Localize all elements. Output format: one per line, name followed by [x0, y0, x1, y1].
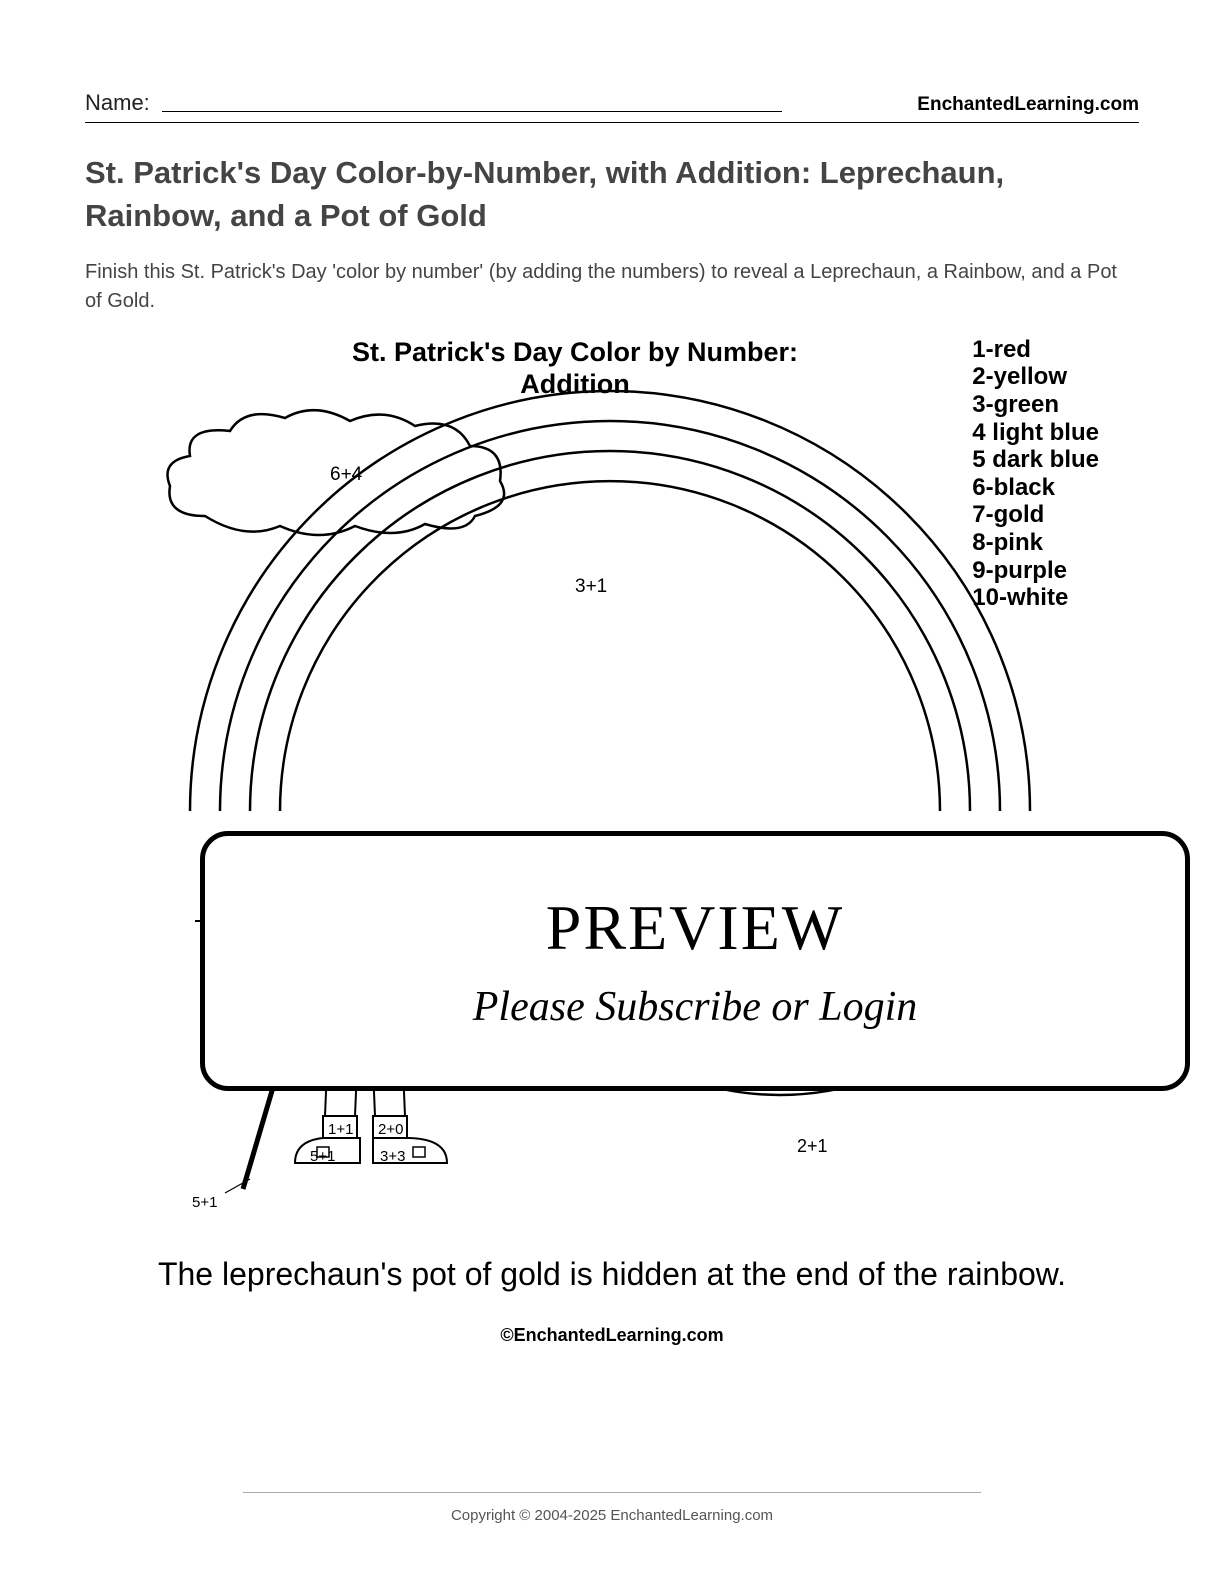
rainbow-shape — [160, 611, 1060, 811]
site-label: EnchantedLearning.com — [917, 94, 1139, 116]
preview-subtitle: Please Subscribe or Login — [473, 983, 917, 1031]
name-input-line[interactable] — [162, 111, 782, 112]
color-key-item: 8-pink — [972, 529, 1099, 557]
color-key-item: 2-yellow — [972, 363, 1099, 391]
color-key-item: 3-green — [972, 391, 1099, 419]
header-row: Name: EnchantedLearning.com — [85, 90, 1139, 116]
eq-label: 1+1 — [328, 1121, 353, 1138]
inline-copyright: ©EnchantedLearning.com — [85, 1325, 1139, 1346]
name-field: Name: — [85, 90, 782, 116]
worksheet-title: St. Patrick's Day Color by Number: Addit… — [295, 336, 855, 401]
color-key-item: 5 dark blue — [972, 446, 1099, 474]
eq-label: 5+1 — [192, 1194, 217, 1211]
sky-equation: 3+1 — [575, 576, 607, 598]
color-key-item: 9-purple — [972, 557, 1099, 585]
color-key-item: 1-red — [972, 336, 1099, 364]
eq-label: 2+1 — [797, 1136, 828, 1157]
preview-overlay: PREVIEW Please Subscribe or Login — [200, 831, 1190, 1091]
color-key-item: 10-white — [972, 584, 1099, 612]
page-footer: Copyright © 2004-2025 EnchantedLearning.… — [85, 1492, 1139, 1524]
eq-label: 5+1 — [310, 1148, 335, 1165]
footer-divider — [243, 1492, 981, 1493]
color-key-item: 6-black — [972, 474, 1099, 502]
preview-title: PREVIEW — [546, 891, 844, 965]
worksheet-area: St. Patrick's Day Color by Number: Addit… — [85, 336, 1139, 1366]
eq-label: 2+0 — [378, 1121, 403, 1138]
color-key-item: 4 light blue — [972, 419, 1099, 447]
header-divider — [85, 122, 1139, 123]
name-label: Name: — [85, 90, 150, 115]
color-key: 1-red 2-yellow 3-green 4 light blue 5 da… — [972, 336, 1099, 612]
instructions-text: Finish this St. Patrick's Day 'color by … — [85, 258, 1139, 316]
page-title: St. Patrick's Day Color-by-Number, with … — [85, 151, 1139, 238]
eq-label: 3+3 — [380, 1148, 405, 1165]
color-key-item: 7-gold — [972, 501, 1099, 529]
worksheet-caption: The leprechaun's pot of gold is hidden a… — [85, 1253, 1139, 1296]
footer-copyright: Copyright © 2004-2025 EnchantedLearning.… — [85, 1507, 1139, 1524]
